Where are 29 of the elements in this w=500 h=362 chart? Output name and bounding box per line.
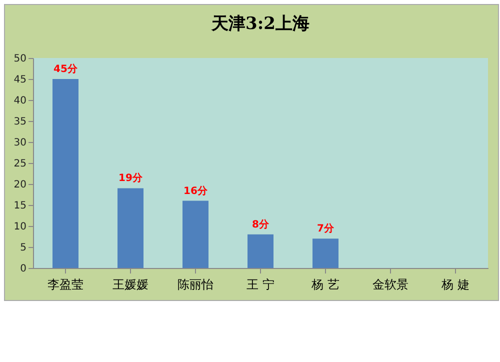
data-label: 8分 (252, 218, 270, 230)
y-tick-label: 20 (14, 180, 26, 190)
bar (118, 188, 144, 268)
bar (312, 238, 338, 268)
x-tick-label: 王媛媛 (112, 278, 148, 292)
x-tick-label: 金软景 (372, 278, 408, 292)
bar (52, 79, 78, 268)
y-tick-label: 45 (14, 74, 26, 86)
y-tick-label: 35 (14, 116, 26, 128)
data-label: 7分 (317, 222, 335, 235)
bar (182, 200, 208, 268)
y-tick-label: 0 (20, 264, 26, 274)
data-label: 19分 (118, 172, 144, 184)
y-tick-label: 15 (14, 200, 26, 212)
chart-title: 天津3:2上海 (210, 14, 310, 34)
x-tick-label: 李盈莹 (48, 278, 84, 292)
y-tick-label: 30 (14, 138, 26, 148)
x-tick-label: 杨 婕 (440, 278, 470, 292)
y-tick-label: 50 (14, 54, 26, 64)
y-tick-label: 10 (14, 222, 26, 232)
y-tick-label: 40 (14, 96, 26, 106)
data-label: 45分 (54, 63, 78, 75)
y-tick-label: 5 (20, 242, 26, 254)
bar (248, 234, 274, 268)
data-label: 16分 (184, 184, 208, 197)
x-tick-label: 陈丽怡 (178, 278, 214, 292)
x-tick-label: 王 宁 (246, 278, 274, 292)
y-tick-label: 25 (14, 158, 26, 170)
x-tick-label: 杨 艺 (310, 278, 340, 292)
